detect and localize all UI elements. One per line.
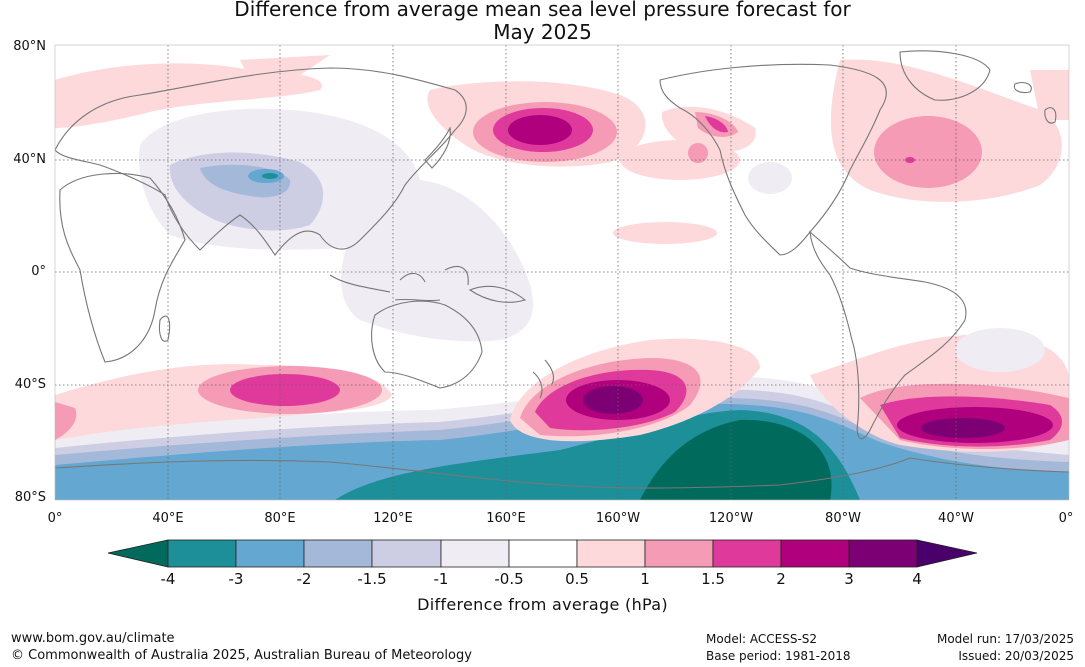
- lon-label: 80°W: [825, 511, 861, 526]
- lon-label: 120°W: [708, 511, 754, 526]
- coastlines: [55, 50, 1069, 489]
- colorbar-segment: [440, 539, 510, 568]
- map-frame: [54, 44, 1070, 501]
- footer-model: Model: ACCESS-S2: [706, 632, 818, 646]
- lon-label: 80°E: [264, 511, 296, 526]
- lat-label: 80°N: [13, 39, 46, 54]
- colorbar-tick-label: -1: [433, 570, 449, 588]
- map-graticule: [55, 45, 1069, 500]
- colorbar-segment: [644, 539, 714, 568]
- colorbar-tick-label: 3: [844, 570, 854, 588]
- colorbar-segment: [780, 539, 850, 568]
- pressure-anomaly-field: [55, 45, 1069, 500]
- footer-website: www.bom.gov.au/climate: [11, 631, 175, 646]
- colorbar-tick-label: 1: [640, 570, 650, 588]
- colorbar: [107, 539, 978, 568]
- lat-label: 40°N: [13, 152, 46, 167]
- colorbar-tick-label: -3: [228, 570, 244, 588]
- colorbar-segment: [576, 539, 646, 568]
- colorbar-tick-label: 1.5: [701, 570, 725, 588]
- colorbar-arrow-high: [916, 539, 978, 568]
- colorbar-segment: [303, 539, 373, 568]
- colorbar-tick-label: 4: [912, 570, 922, 588]
- lon-label: 120°E: [373, 511, 413, 526]
- map-title-line-2: May 2025: [493, 20, 592, 44]
- colorbar-tick-label: -4: [160, 570, 176, 588]
- colorbar-tick-label: -2: [296, 570, 312, 588]
- lat-label: 80°S: [14, 490, 46, 505]
- colorbar-tick-label: 2: [776, 570, 786, 588]
- colorbar-segment: [508, 539, 578, 568]
- colorbar-tick-label: -0.5: [494, 570, 524, 588]
- footer-issued: Issued: 20/03/2025: [958, 649, 1074, 663]
- lon-label: 40°E: [152, 511, 184, 526]
- lon-label: 160°W: [595, 511, 641, 526]
- colorbar-tick-label: 0.5: [565, 570, 589, 588]
- footer-copyright: © Commonwealth of Australia 2025, Austra…: [11, 648, 472, 663]
- footer-model-run: Model run: 17/03/2025: [936, 632, 1074, 646]
- colorbar-segment: [235, 539, 305, 568]
- map-title-line-1: Difference from average mean sea level p…: [234, 0, 851, 21]
- lat-label: 0°: [31, 264, 46, 279]
- lon-label: 0°: [1058, 511, 1074, 526]
- colorbar-segment: [167, 539, 237, 568]
- lat-label: 40°S: [14, 377, 46, 392]
- colorbar-tick-label: -1.5: [357, 570, 387, 588]
- footer-base-period: Base period: 1981-2018: [706, 649, 851, 663]
- lon-label: 40°W: [938, 511, 974, 526]
- colorbar-title: Difference from average (hPa): [417, 595, 668, 614]
- lon-label: 160°E: [486, 511, 526, 526]
- colorbar-segment: [371, 539, 442, 568]
- colorbar-arrow-low: [107, 539, 169, 568]
- colorbar-segment: [848, 539, 918, 568]
- lon-label: 0°: [47, 511, 63, 526]
- colorbar-segment: [712, 539, 782, 568]
